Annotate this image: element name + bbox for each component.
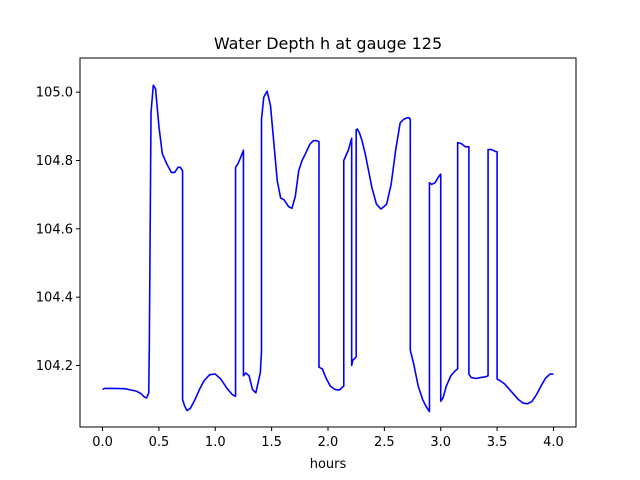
x-tick-label: 2.5 bbox=[374, 435, 395, 450]
y-tick-label: 105.0 bbox=[36, 86, 73, 101]
x-tick-label: 3.5 bbox=[487, 435, 508, 450]
x-axis-label: hours bbox=[310, 457, 347, 472]
series-line-0 bbox=[102, 84, 554, 413]
y-tick-label: 104.8 bbox=[36, 154, 73, 169]
x-tick-label: 3.0 bbox=[430, 435, 451, 450]
chart-title: Water Depth h at gauge 125 bbox=[214, 34, 442, 53]
y-tick-label: 104.2 bbox=[36, 359, 73, 374]
x-tick-label: 0.5 bbox=[149, 435, 170, 450]
x-tick-label: 2.0 bbox=[318, 435, 339, 450]
x-tick-label: 1.5 bbox=[261, 435, 282, 450]
y-tick-label: 104.4 bbox=[36, 291, 73, 306]
x-tick-label: 1.0 bbox=[205, 435, 226, 450]
x-tick-label: 0.0 bbox=[92, 435, 113, 450]
y-tick-label: 104.6 bbox=[36, 222, 73, 237]
x-tick-label: 4.0 bbox=[543, 435, 564, 450]
